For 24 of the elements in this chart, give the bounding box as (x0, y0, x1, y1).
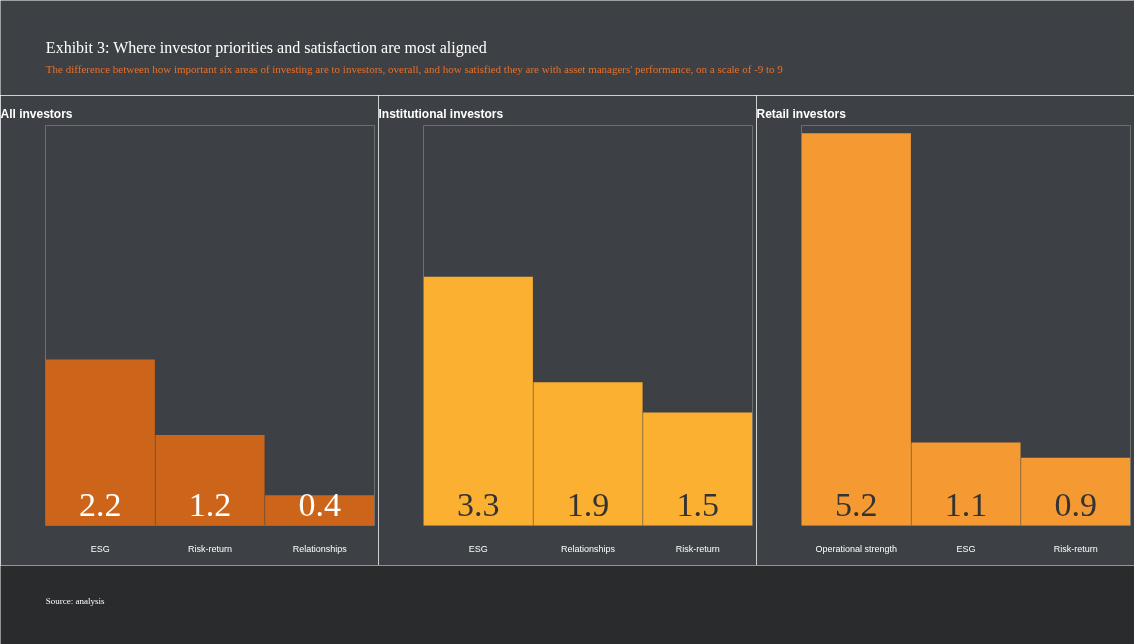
x-tick-label: ESG (468, 543, 488, 554)
chart-title: Institutional investors (378, 106, 504, 121)
data-label: 1.5 (676, 485, 719, 523)
x-tick-label: Relationships (292, 543, 348, 554)
data-label: 1.9 (566, 485, 610, 523)
chart-title: All investors (0, 106, 73, 121)
text: The difference between how important six areas of investing are to investors, overall, and how satisfied they are with asset managers' performance, on a scale of -9 to 9 (45, 62, 784, 75)
x-tick-label: Risk-return (1053, 543, 1098, 554)
data-label: 2.2 (79, 485, 122, 523)
data-label: 1.1 (944, 485, 988, 523)
data-label: 0.4 (298, 485, 341, 523)
x-tick-label: Relationships (560, 543, 616, 554)
x-tick-label: Operational strength (815, 543, 898, 554)
source-note: Source: analysis (45, 596, 106, 607)
text: Exhibit 3: Where investor priorities and satisfaction are most aligned (45, 38, 487, 57)
data-label: 3.3 (457, 485, 500, 523)
data-label: 1.2 (188, 485, 232, 523)
data-label: 0.9 (1054, 485, 1097, 523)
data-label: 5.2 (835, 485, 878, 523)
x-tick-label: Risk-return (675, 543, 720, 554)
chart-title: Retail investors (756, 106, 847, 121)
x-tick-label: Risk-return (188, 543, 233, 554)
x-tick-label: ESG (90, 543, 110, 554)
x-tick-label: ESG (956, 543, 976, 554)
